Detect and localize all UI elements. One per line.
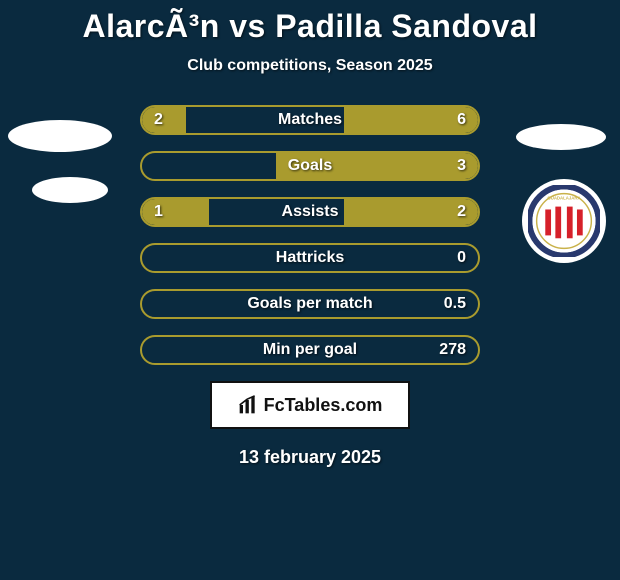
stat-label: Matches <box>278 111 342 129</box>
stat-row: 278 Min per goal <box>140 335 480 365</box>
stat-label: Min per goal <box>263 341 357 359</box>
stat-row: 3 Goals <box>140 151 480 181</box>
date-label: 13 february 2025 <box>0 447 620 468</box>
stat-value-right: 0.5 <box>444 295 466 313</box>
stat-value-right: 3 <box>457 157 466 175</box>
stat-row: 0.5 Goals per match <box>140 289 480 319</box>
fctables-branding[interactable]: FcTables.com <box>210 381 410 429</box>
stat-label: Goals per match <box>247 295 372 313</box>
stat-row: 1 2 Assists <box>140 197 480 227</box>
page-subtitle: Club competitions, Season 2025 <box>0 57 620 75</box>
stat-value-left: 1 <box>154 203 163 221</box>
stat-value-right: 278 <box>439 341 466 359</box>
chart-icon <box>238 395 258 415</box>
stat-row: 2 6 Matches <box>140 105 480 135</box>
stat-value-right: 6 <box>457 111 466 129</box>
stat-label: Hattricks <box>276 249 344 267</box>
branding-label: FcTables.com <box>264 395 383 416</box>
page-title: AlarcÃ³n vs Padilla Sandoval <box>0 0 620 45</box>
stat-row: 0 Hattricks <box>140 243 480 273</box>
stat-value-right: 2 <box>457 203 466 221</box>
bar-left-fill <box>142 199 209 225</box>
stats-container: 2 6 Matches 3 Goals 1 2 Assists 0 Hattricks 0.5 Goa… <box>0 105 620 365</box>
bar-left-fill <box>142 107 186 133</box>
stat-label: Assists <box>282 203 339 221</box>
stat-label: Goals <box>288 157 332 175</box>
stat-value-left: 2 <box>154 111 163 129</box>
stat-value-right: 0 <box>457 249 466 267</box>
